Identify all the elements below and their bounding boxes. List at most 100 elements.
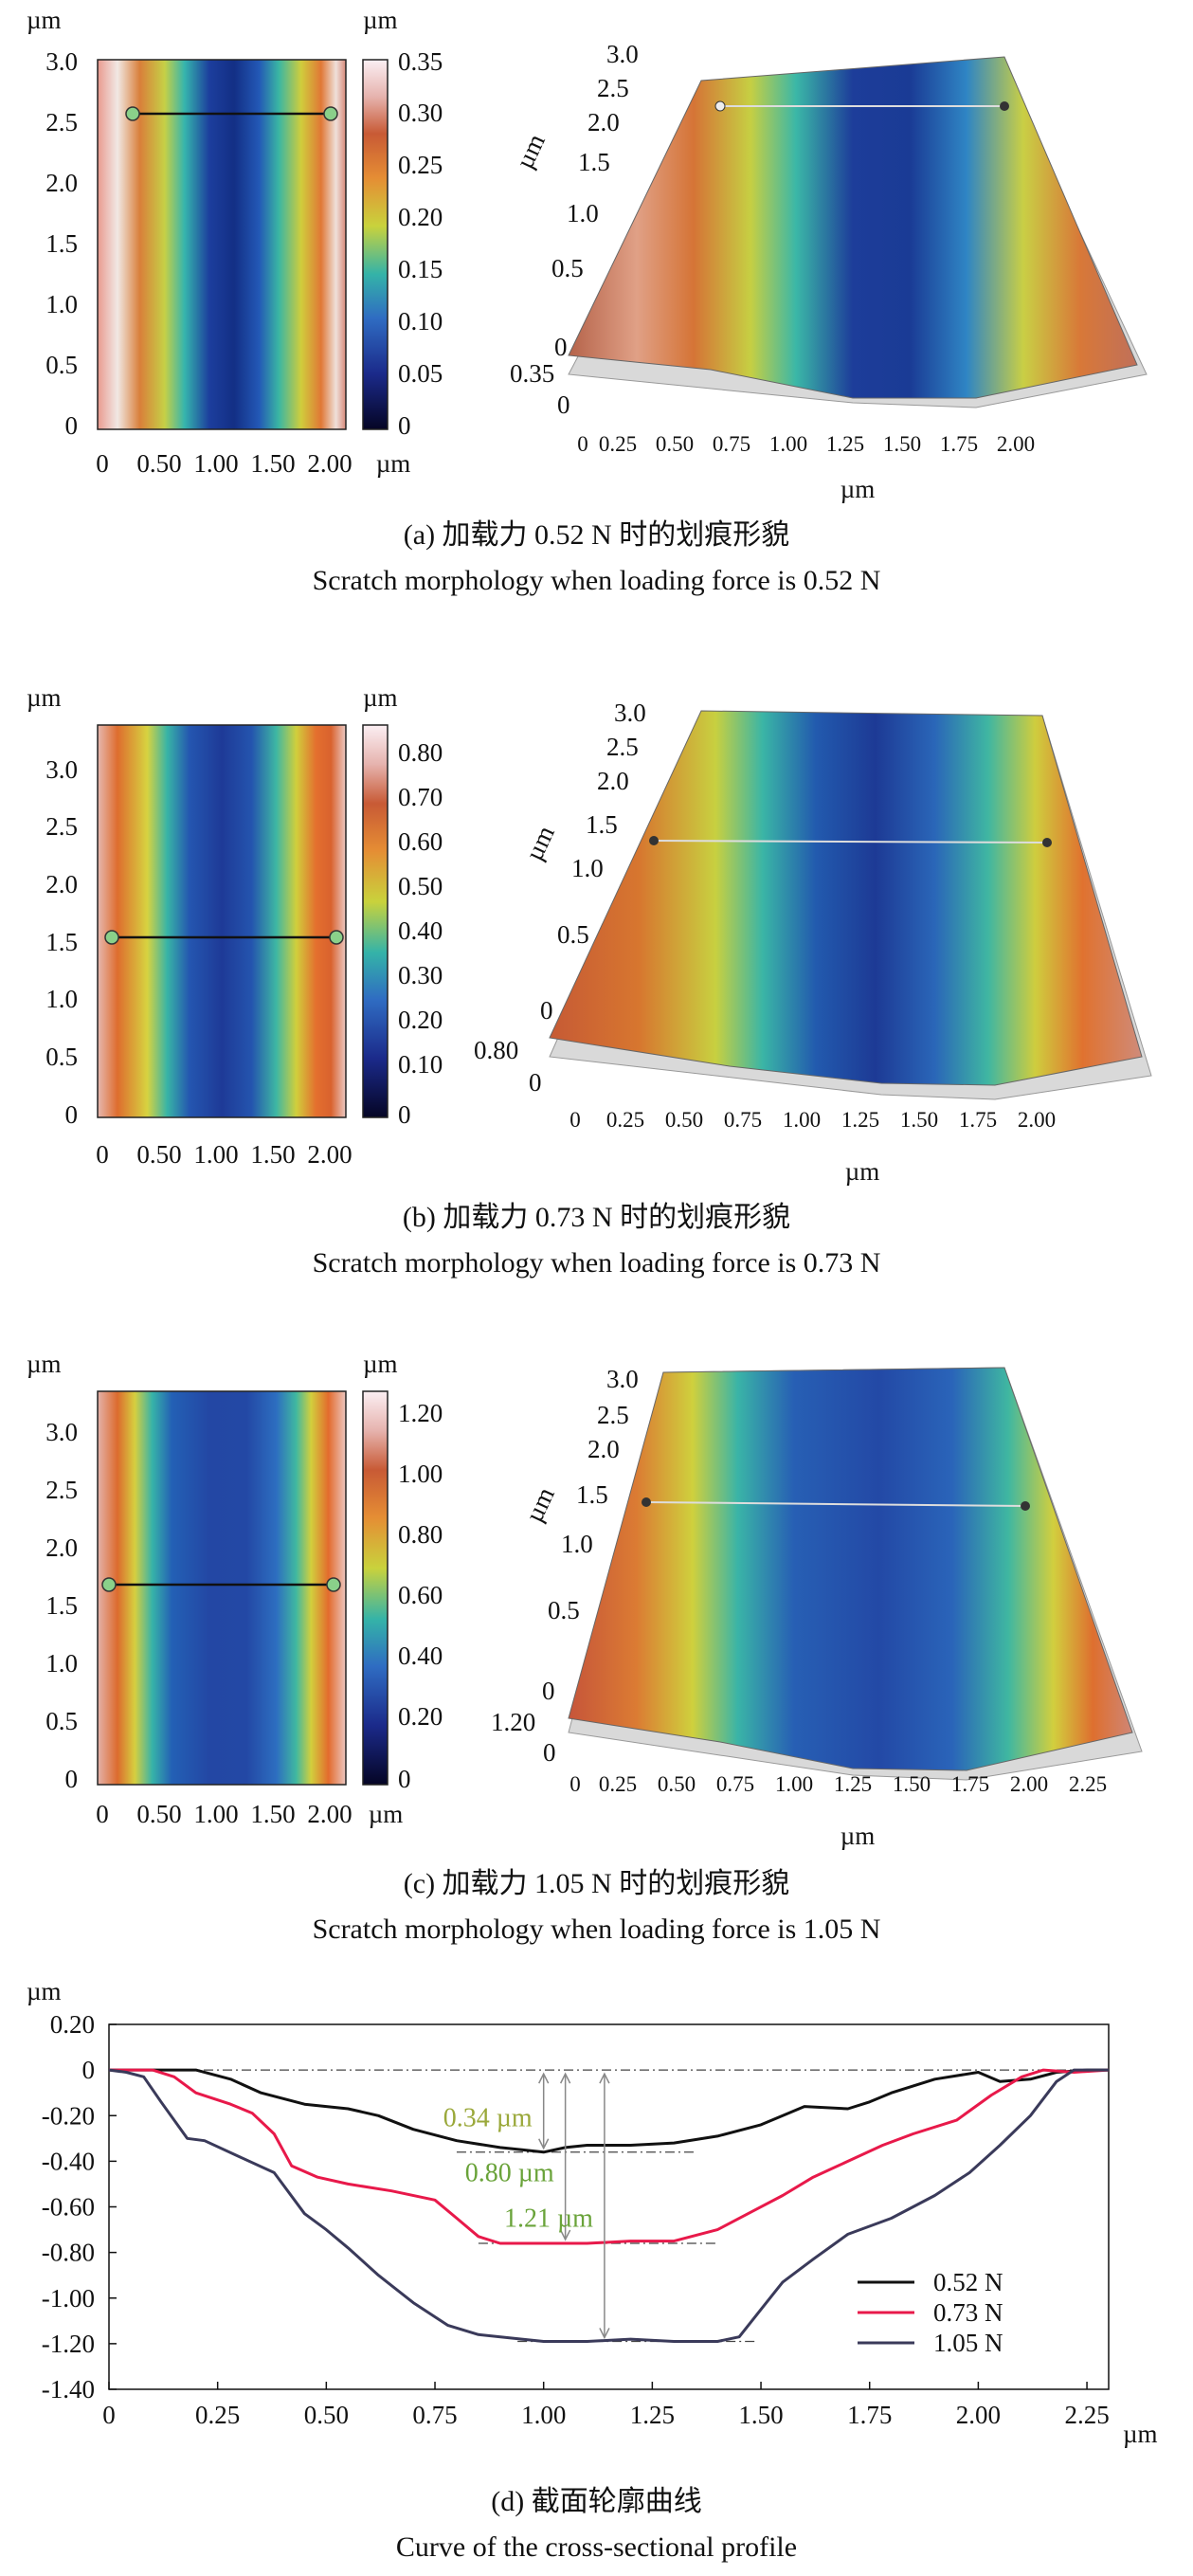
svg-text:1.5: 1.5 <box>45 1591 78 1620</box>
svg-text:1.00: 1.00 <box>193 449 238 478</box>
surface-y-unit: µm <box>519 1483 560 1527</box>
legend-label: 1.05 N <box>933 2329 1003 2357</box>
surface-y-ticks: 3.0 2.5 2.0 1.5 1.0 0.5 0 <box>551 40 639 361</box>
arrow-head-top <box>559 2072 571 2084</box>
svg-text:0.20: 0.20 <box>398 1702 443 1731</box>
svg-text:0.40: 0.40 <box>398 1642 443 1670</box>
x-tick-label: 0.25 <box>195 2401 240 2429</box>
svg-text:1.25: 1.25 <box>841 1108 879 1132</box>
svg-text:0.75: 0.75 <box>713 432 750 456</box>
svg-text:0.20: 0.20 <box>398 1006 443 1034</box>
svg-text:1.5: 1.5 <box>576 1480 608 1509</box>
svg-text:3.0: 3.0 <box>606 40 639 68</box>
profile-end-marker <box>329 930 344 945</box>
series-line-073 <box>109 2068 1110 2245</box>
svg-text:1.0: 1.0 <box>45 1649 78 1678</box>
arrow-head-top <box>538 2072 550 2084</box>
svg-text:0: 0 <box>398 1765 411 1793</box>
svg-text:0: 0 <box>65 411 79 440</box>
svg-text:2.00: 2.00 <box>997 432 1035 456</box>
map-y-unit: µm <box>27 683 62 712</box>
svg-text:2.0: 2.0 <box>587 1435 620 1463</box>
legend-label: 0.52 N <box>933 2268 1003 2296</box>
svg-text:0.30: 0.30 <box>398 99 443 127</box>
colorbar <box>362 724 389 1118</box>
svg-text:2.0: 2.0 <box>597 767 629 795</box>
svg-text:1.00: 1.00 <box>193 1800 238 1828</box>
svg-text:0.25: 0.25 <box>398 151 443 179</box>
surface-z-zero: 0 <box>543 1738 556 1767</box>
x-tick-label: 0.50 <box>304 2401 349 2429</box>
svg-text:1.0: 1.0 <box>45 290 78 318</box>
svg-text:3.0: 3.0 <box>606 1365 639 1393</box>
svg-text:3.0: 3.0 <box>45 1418 78 1446</box>
x-tick-label: 2.25 <box>1064 2401 1109 2429</box>
colorbar-unit: µm <box>363 683 398 712</box>
svg-text:1.5: 1.5 <box>586 810 618 839</box>
map-x-ticks: 0 0.50 1.00 1.50 2.00 µm <box>96 1800 403 1828</box>
cross-section-profile-chart: µm µm 0.20 0 -0.20 -0.40 -0.60 -0.80 -1.00 -1.2… <box>27 1977 1158 2448</box>
svg-text:2.00: 2.00 <box>307 449 352 478</box>
svg-text:1.00: 1.00 <box>775 1772 813 1796</box>
svg-text:0.5: 0.5 <box>557 920 589 949</box>
surface-3d <box>549 710 1143 1086</box>
svg-text:0.25: 0.25 <box>599 1772 637 1796</box>
svg-text:0.5: 0.5 <box>548 1596 580 1624</box>
y-tick-label: -0.60 <box>42 2193 95 2222</box>
svg-text:1.0: 1.0 <box>45 985 78 1013</box>
colorbar-ticks: 0.80 0.70 0.60 0.50 0.40 0.30 0.20 0.10 … <box>398 738 443 1129</box>
svg-text:0: 0 <box>554 333 568 361</box>
profile-start-marker <box>101 1577 117 1592</box>
map-x-ticks: 0 0.50 1.00 1.50 2.00 µm <box>96 449 410 478</box>
surface-x-ticks: 0 0.25 0.50 0.75 1.00 1.25 1.50 1.75 2.0… <box>577 432 1035 456</box>
colorbar-unit: µm <box>363 1350 398 1378</box>
series-line-105 <box>108 2068 1109 2343</box>
svg-text:1.00: 1.00 <box>193 1140 238 1169</box>
svg-text:0: 0 <box>540 996 553 1025</box>
svg-text:1.50: 1.50 <box>883 432 921 456</box>
svg-text:0: 0 <box>577 432 588 456</box>
svg-text:1.50: 1.50 <box>250 1140 295 1169</box>
caption-d-en: Curve of the cross-sectional profile <box>395 2531 798 2563</box>
svg-text:1.00: 1.00 <box>769 432 807 456</box>
surface-marker-right <box>1021 1501 1030 1511</box>
svg-text:0.15: 0.15 <box>398 255 443 283</box>
svg-text:0.80: 0.80 <box>398 738 443 767</box>
surface-y-unit: µm <box>519 822 560 865</box>
svg-text:3.0: 3.0 <box>614 698 646 727</box>
svg-text:0.5: 0.5 <box>45 1043 78 1071</box>
surface-y-ticks: 3.0 2.5 2.0 1.5 1.0 0.5 0 <box>542 1365 639 1705</box>
svg-text:0.60: 0.60 <box>398 1581 443 1609</box>
caption-a-en: Scratch morphology when loading force is… <box>312 565 881 596</box>
svg-text:1.25: 1.25 <box>834 1772 872 1796</box>
surface-z-max: 0.80 <box>474 1036 518 1064</box>
svg-text:0: 0 <box>569 1772 581 1796</box>
surface-x-unit: µm <box>845 1157 880 1186</box>
svg-text:2.0: 2.0 <box>45 870 78 898</box>
surface-marker-right <box>1042 838 1052 847</box>
svg-text:0.5: 0.5 <box>45 351 78 379</box>
x-tick-label: 1.75 <box>847 2401 892 2429</box>
caption-a-cn: (a) 加载力 0.52 N 时的划痕形貌 <box>403 519 790 551</box>
svg-text:2.00: 2.00 <box>1018 1108 1056 1132</box>
svg-text:0.40: 0.40 <box>398 916 443 945</box>
height-map <box>97 724 347 1118</box>
svg-text:2.5: 2.5 <box>597 1401 629 1429</box>
svg-text:2.0: 2.0 <box>45 169 78 197</box>
map-y-ticks: 3.0 2.5 2.0 1.5 1.0 0.5 0 <box>45 1418 78 1793</box>
legend-label: 0.73 N <box>933 2298 1003 2327</box>
depth-label: 0.80 µm <box>465 2159 554 2188</box>
svg-text:0.30: 0.30 <box>398 961 443 989</box>
caption-c-cn: (c) 加载力 1.05 N 时的划痕形貌 <box>403 1868 790 1899</box>
svg-text:1.50: 1.50 <box>900 1108 938 1132</box>
svg-text:0: 0 <box>65 1100 79 1129</box>
svg-text:0.05: 0.05 <box>398 359 443 388</box>
map-x-ticks: 0 0.50 1.00 1.50 2.00 <box>96 1140 352 1169</box>
svg-text:1.25: 1.25 <box>826 432 864 456</box>
svg-text:0.60: 0.60 <box>398 827 443 856</box>
surface-3d <box>568 1367 1133 1771</box>
surface-x-unit: µm <box>841 475 876 503</box>
y-tick-label: -0.20 <box>42 2101 95 2130</box>
svg-text:0.50: 0.50 <box>665 1108 703 1132</box>
profile-end-marker <box>326 1577 341 1592</box>
